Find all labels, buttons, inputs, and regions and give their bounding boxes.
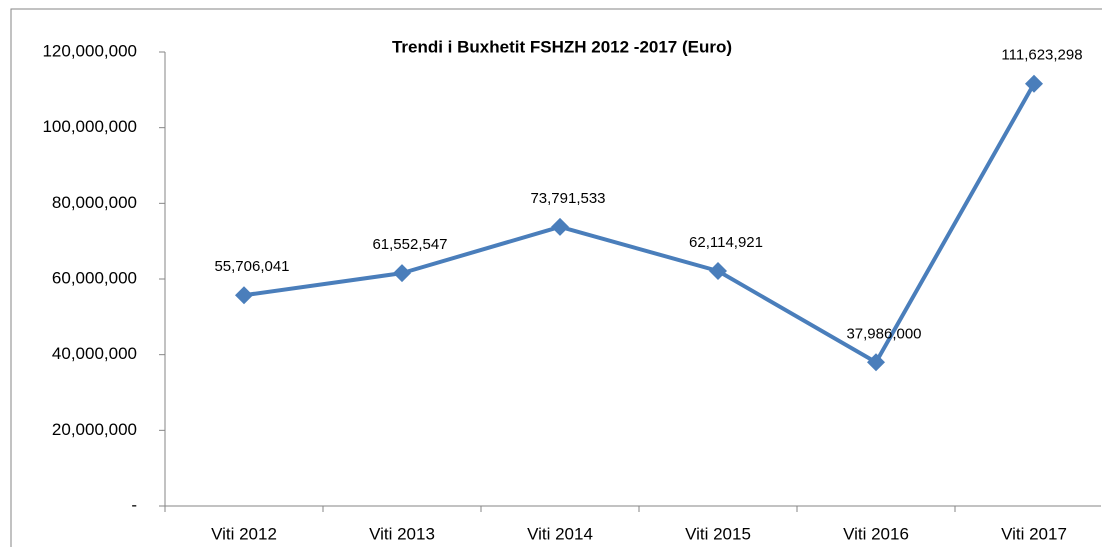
marker bbox=[709, 261, 727, 280]
value-label: 73,791,533 bbox=[530, 190, 605, 207]
x-tick-label: Viti 2012 bbox=[211, 524, 277, 543]
y-tick-label: 120,000,000 bbox=[42, 41, 137, 60]
value-label: 111,623,298 bbox=[1001, 47, 1082, 64]
value-label: 55,706,041 bbox=[214, 258, 289, 275]
y-tick-label: 60,000,000 bbox=[52, 268, 137, 287]
marker bbox=[235, 286, 253, 305]
value-label: 61,552,547 bbox=[372, 236, 447, 253]
marker bbox=[393, 264, 411, 283]
value-label: 37,986,000 bbox=[846, 325, 921, 342]
line bbox=[243, 82, 1036, 365]
y-tick-label: 80,000,000 bbox=[52, 193, 137, 212]
x-tick-label: Viti 2016 bbox=[843, 524, 909, 543]
x-tick-label: Viti 2013 bbox=[369, 524, 435, 543]
marker bbox=[1025, 74, 1043, 93]
y-tick-label: 40,000,000 bbox=[52, 344, 137, 363]
marker bbox=[867, 353, 885, 372]
y-tick-label: 20,000,000 bbox=[52, 420, 137, 439]
x-tick-label: Viti 2014 bbox=[527, 524, 593, 543]
marker bbox=[551, 217, 569, 236]
value-label: 62,114,921 bbox=[689, 234, 763, 251]
y-tick-label: - bbox=[131, 495, 137, 514]
chart-frame bbox=[10, 8, 1102, 547]
y-tick-label: 100,000,000 bbox=[42, 117, 137, 136]
x-tick-label: Viti 2017 bbox=[1001, 524, 1067, 543]
x-tick-label: Viti 2015 bbox=[685, 524, 751, 543]
chart-title: Trendi i Buxhetit FSHZH 2012 -2017 (Euro… bbox=[392, 37, 732, 56]
